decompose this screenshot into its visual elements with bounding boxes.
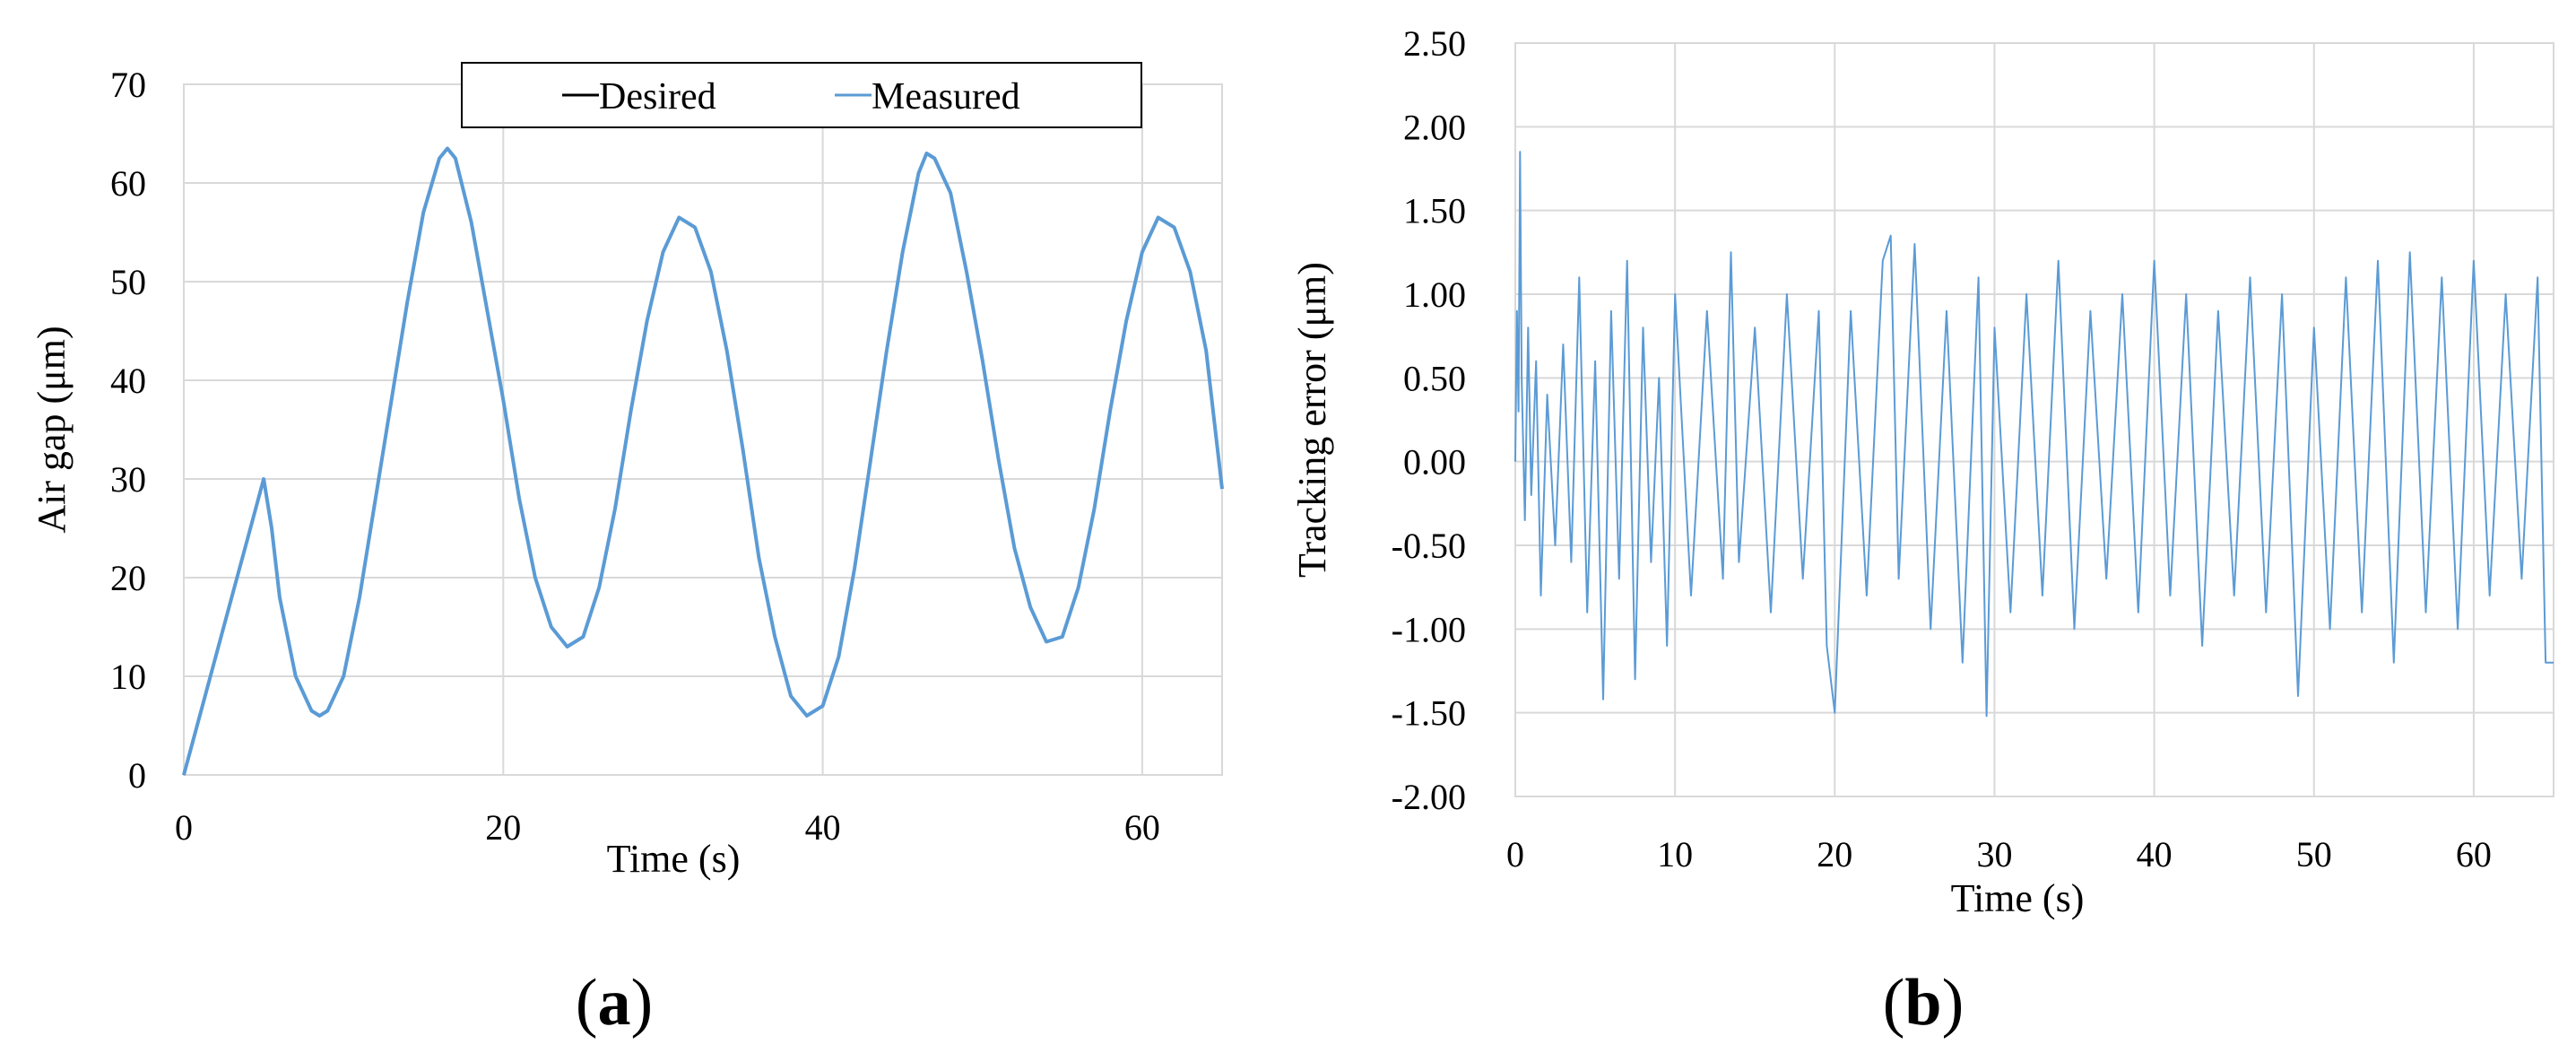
chart-b-y-tick-label: 2.50 — [1403, 23, 1466, 64]
chart-b-x-tick-label: 10 — [1657, 834, 1693, 875]
chart-b-y-axis-label: Tracking error (μm) — [1290, 262, 1334, 578]
chart-b-x-tick-label: 40 — [2137, 834, 2173, 875]
chart-b-y-tick-label: -1.00 — [1392, 609, 1466, 649]
chart-a-y-tick-labels: 0 10 20 30 40 50 60 70 — [110, 65, 146, 796]
chart-b-x-tick-labels: 0 10 20 30 40 50 60 — [1506, 834, 2492, 875]
chart-a-x-axis-label: Time (s) — [607, 837, 741, 881]
chart-b-x-tick-label: 20 — [1817, 834, 1852, 875]
chart-b-y-tick-label: -0.50 — [1392, 526, 1466, 566]
chart-a-legend: Desired Measured — [461, 62, 1142, 128]
chart-a-x-tick-label: 40 — [805, 807, 841, 848]
chart-a-x-tick-label: 60 — [1124, 807, 1160, 848]
chart-a-gridlines — [183, 83, 1222, 776]
chart-a-y-tick-label: 50 — [110, 262, 146, 302]
chart-b-x-axis-label: Time (s) — [1951, 876, 2085, 920]
chart-a-x-tick-label: 0 — [175, 807, 193, 848]
chart-a-y-tick-label: 40 — [110, 361, 146, 401]
chart-b-x-tick-label: 0 — [1506, 834, 1524, 875]
chart-b-y-tick-label: 0.50 — [1403, 358, 1466, 398]
chart-b-series-error-line — [1514, 151, 2554, 718]
chart-b-y-tick-label: 0.00 — [1403, 442, 1466, 483]
chart-b-x-tick-label: 30 — [1976, 834, 2012, 875]
chart-a-y-tick-label: 10 — [110, 657, 146, 697]
chart-a-legend-label-measured: Measured — [872, 76, 1020, 117]
chart-a-plot-area — [183, 83, 1223, 776]
chart-a-y-tick-label: 60 — [110, 163, 146, 204]
chart-a-series-measured-line — [182, 146, 1224, 776]
chart-a-y-tick-label: 70 — [110, 65, 146, 105]
chart-b-x-tick-label: 60 — [2456, 834, 2492, 875]
chart-b: 0 10 20 30 40 50 60 -2.00 -1.50 -1.00 -0.50 0.00 0.… — [1290, 23, 2554, 1040]
chart-b-series-group — [1514, 151, 2554, 718]
chart-a-legend-label-desired: Desired — [599, 76, 716, 117]
chart-b-y-tick-label: 1.50 — [1403, 191, 1466, 231]
chart-a-x-tick-label: 20 — [485, 807, 521, 848]
chart-b-gridlines — [1514, 42, 2554, 797]
chart-b-y-tick-label: -1.50 — [1392, 693, 1466, 734]
panel-label-a: (a) — [576, 966, 653, 1040]
chart-a-y-tick-label: 0 — [128, 755, 146, 796]
chart-b-plot-area — [1514, 42, 2554, 797]
chart-a-y-tick-label: 20 — [110, 558, 146, 598]
chart-b-y-tick-label: -2.00 — [1392, 777, 1466, 817]
chart-a: 0 20 40 60 0 10 20 30 40 50 60 70 Time (s) Air gap… — [30, 62, 1224, 1040]
chart-a-y-tick-label: 30 — [110, 459, 146, 500]
chart-a-y-axis-label: Air gap (μm) — [30, 326, 74, 533]
chart-b-x-tick-label: 50 — [2296, 834, 2332, 875]
panel-label-b: (b) — [1883, 966, 1964, 1040]
chart-b-y-tick-label: 2.00 — [1403, 107, 1466, 147]
chart-a-series-group — [182, 146, 1224, 776]
chart-a-x-tick-labels: 0 20 40 60 — [175, 807, 1160, 848]
chart-b-y-tick-label: 1.00 — [1403, 274, 1466, 315]
chart-b-y-tick-labels: -2.00 -1.50 -1.00 -0.50 0.00 0.50 1.00 1.50 2.00… — [1392, 23, 1466, 817]
